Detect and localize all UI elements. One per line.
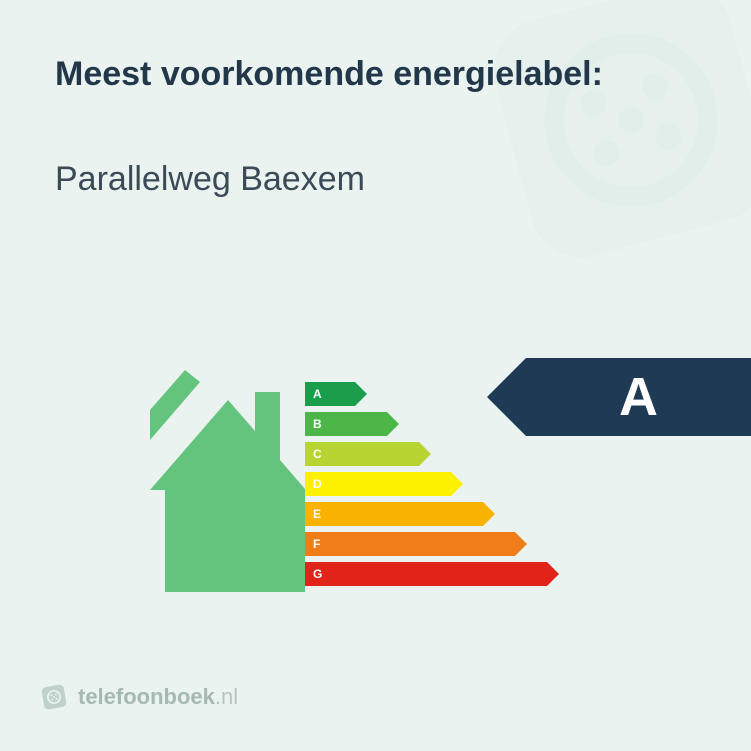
bar-letter: E	[313, 507, 321, 521]
location-name: Parallelweg Baexem	[55, 160, 365, 199]
page-title: Meest voorkomende energielabel:	[55, 55, 603, 94]
footer-tld: .nl	[215, 684, 238, 709]
bar-letter: C	[313, 447, 322, 461]
bar-letter: D	[313, 477, 322, 491]
watermark-icon	[435, 0, 751, 316]
bar-letter: B	[313, 417, 322, 431]
bar-letter: A	[313, 387, 322, 401]
footer-icon	[38, 681, 70, 713]
result-badge: A	[526, 358, 751, 436]
result-letter: A	[619, 366, 658, 428]
bar-letter: F	[313, 537, 320, 551]
bar-letter: G	[313, 567, 322, 581]
footer-logo: telefoonboek.nl	[40, 683, 238, 711]
footer-brand: telefoonboek	[78, 684, 215, 709]
house-icon	[150, 370, 305, 600]
